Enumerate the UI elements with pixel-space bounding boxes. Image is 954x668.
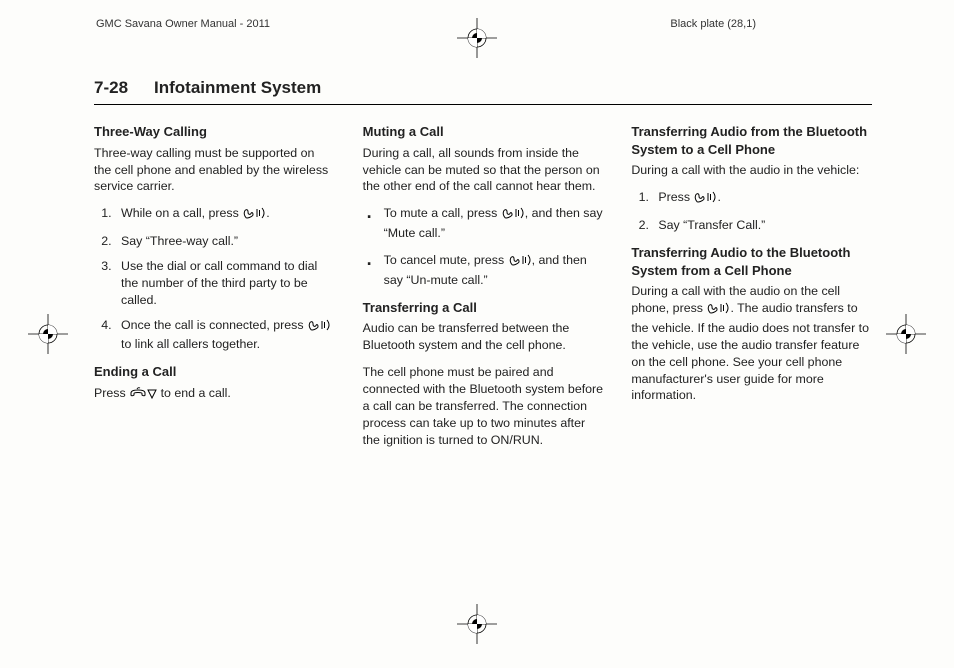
body-text: During a call, all sounds from inside th… — [363, 145, 604, 196]
page-number: 7-28 — [94, 78, 128, 98]
list-item: Use the dial or call command to dial the… — [115, 258, 335, 309]
page-content: 7-28 Infotainment System Three-Way Calli… — [94, 78, 872, 458]
phone-voice-icon — [706, 301, 730, 320]
list-item: Say “Transfer Call.” — [652, 217, 872, 234]
text-fragment: To cancel mute, press — [384, 253, 508, 267]
page-title: Infotainment System — [154, 78, 321, 98]
text-fragment: Once the call is connected, press — [121, 318, 307, 332]
phone-voice-icon — [501, 206, 525, 225]
list-item: While on a call, press . — [115, 205, 335, 225]
list-item: To mute a call, press , and then say “Mu… — [363, 205, 604, 242]
list-item: Press . — [652, 189, 872, 209]
text-fragment: . — [717, 190, 720, 204]
registration-mark-bottom — [457, 604, 497, 644]
body-text: During a call with the audio on the cell… — [631, 283, 872, 404]
heading-transferring-call: Transferring a Call — [363, 299, 604, 317]
list-item: Say “Three-way call.” — [115, 233, 335, 250]
body-text: Three-way calling must be supported on t… — [94, 145, 335, 196]
text-fragment: . — [266, 206, 269, 220]
page-header: 7-28 Infotainment System — [94, 78, 872, 105]
list-item: To cancel mute, press , and then say “Un… — [363, 252, 604, 289]
text-fragment: Press — [94, 386, 129, 400]
phone-voice-icon — [307, 318, 331, 337]
text-fragment: . The audio transfers to the vehicle. If… — [631, 301, 869, 402]
text-fragment: Press — [658, 190, 693, 204]
column-3: Transferring Audio from the Bluetooth Sy… — [631, 123, 872, 458]
text-fragment: While on a call, press — [121, 206, 242, 220]
phone-voice-icon — [508, 253, 532, 272]
heading-ending-call: Ending a Call — [94, 363, 335, 381]
bullets-mute: To mute a call, press , and then say “Mu… — [363, 205, 604, 288]
heading-transfer-to-cell: Transferring Audio from the Bluetooth Sy… — [631, 123, 872, 158]
print-header-right: Black plate (28,1) — [670, 18, 756, 30]
heading-muting-call: Muting a Call — [363, 123, 604, 141]
registration-mark-left — [28, 314, 68, 354]
steps-three-way: While on a call, press . Say “Three-way … — [94, 205, 335, 353]
column-2: Muting a Call During a call, all sounds … — [363, 123, 604, 458]
text-fragment: To mute a call, press — [384, 206, 501, 220]
text-fragment: to end a call. — [157, 386, 231, 400]
body-text: During a call with the audio in the vehi… — [631, 162, 872, 179]
phone-voice-icon — [242, 206, 266, 225]
heading-transfer-from-cell: Transferring Audio to the Bluetooth Syst… — [631, 244, 872, 279]
heading-three-way-calling: Three-Way Calling — [94, 123, 335, 141]
list-item: Once the call is connected, press to lin… — [115, 317, 335, 354]
hangup-icon — [129, 386, 157, 405]
print-header-left: GMC Savana Owner Manual - 2011 — [96, 18, 270, 30]
registration-mark-right — [886, 314, 926, 354]
column-1: Three-Way Calling Three-way calling must… — [94, 123, 335, 458]
phone-voice-icon — [693, 190, 717, 209]
text-fragment: to link all callers together. — [121, 337, 260, 351]
body-text: The cell phone must be paired and connec… — [363, 364, 604, 448]
registration-mark-top — [457, 18, 497, 58]
body-text: Audio can be transferred between the Blu… — [363, 320, 604, 354]
steps-transfer-to-cell: Press . Say “Transfer Call.” — [631, 189, 872, 234]
body-text: Press to end a call. — [94, 385, 335, 405]
